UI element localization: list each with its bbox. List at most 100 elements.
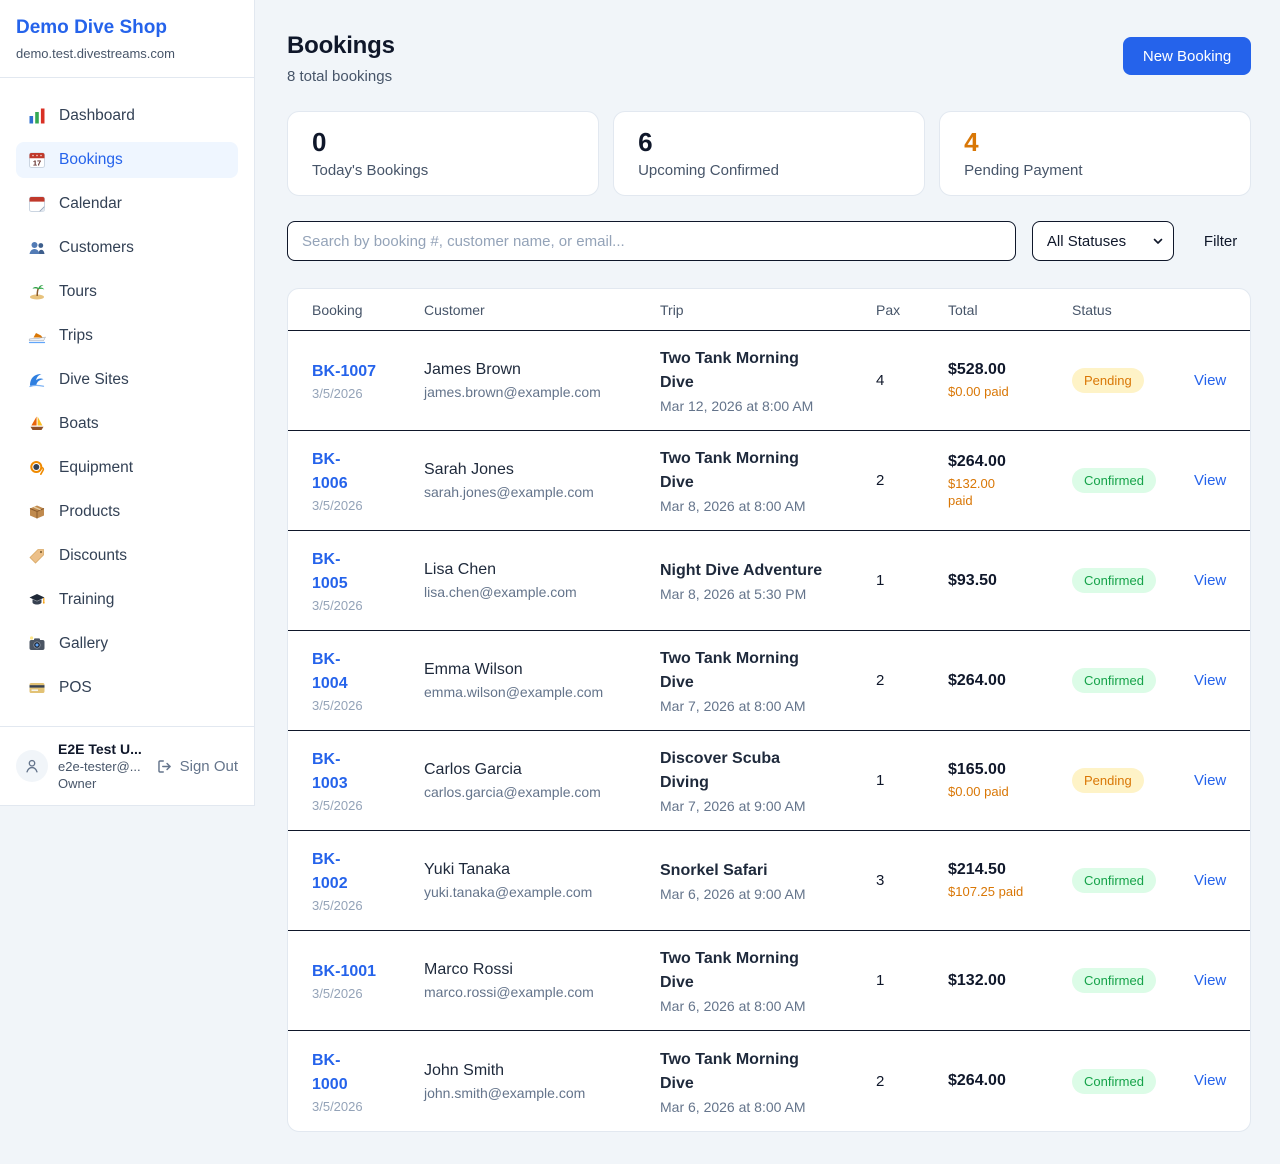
sidebar-item-label: Gallery: [59, 635, 109, 652]
booking-id-link[interactable]: BK- 1003: [312, 751, 348, 792]
paid-amount: $132.00 paid: [948, 475, 995, 508]
booking-cell: BK- 1004 3/5/2026: [312, 648, 424, 713]
status-cell: Pending: [1072, 768, 1194, 793]
trip-name: Two Tank Morning Dive: [660, 650, 799, 691]
graduation-cap-icon: [28, 591, 46, 609]
view-link[interactable]: View: [1194, 571, 1227, 589]
status-badge: Confirmed: [1072, 868, 1156, 893]
pax-value: 1: [876, 772, 885, 789]
user-name: E2E Test U...: [58, 741, 142, 757]
booking-id-link[interactable]: BK-1007: [312, 363, 377, 380]
sign-out-button[interactable]: Sign Out: [156, 758, 238, 775]
total-cell: $528.00 $0.00 paid: [948, 361, 1072, 400]
sidebar-item-tours[interactable]: Tours: [16, 274, 238, 310]
total-amount: $214.50: [948, 861, 1006, 878]
filter-button[interactable]: Filter: [1190, 233, 1251, 250]
dive-mask-icon: [28, 459, 46, 477]
booking-date: 3/5/2026: [312, 498, 363, 513]
table-row: BK- 1006 3/5/2026 Sarah Jones sarah.jone…: [288, 431, 1251, 531]
camera-flash-icon: [28, 635, 46, 653]
customer-cell: Carlos Garcia carlos.garcia@example.com: [424, 761, 660, 800]
booking-cell: BK- 1005 3/5/2026: [312, 548, 424, 613]
sidebar-item-customers[interactable]: Customers: [16, 230, 238, 266]
customer-cell: John Smith john.smith@example.com: [424, 1062, 660, 1101]
customer-name: James Brown: [424, 361, 521, 378]
customer-name: Carlos Garcia: [424, 761, 522, 778]
customer-name: Emma Wilson: [424, 661, 523, 678]
customer-name: John Smith: [424, 1061, 505, 1079]
booking-id-link[interactable]: BK- 1000: [312, 1051, 348, 1093]
view-link[interactable]: View: [1194, 971, 1227, 989]
page-header: Bookings 8 total bookings New Booking: [287, 32, 1252, 85]
tag-icon: [28, 547, 46, 565]
booking-id-link[interactable]: BK- 1004: [312, 651, 348, 692]
status-cell: Confirmed: [1072, 568, 1194, 593]
status-select[interactable]: All Statuses: [1031, 221, 1174, 261]
trip-name: Two Tank Morning Dive: [660, 350, 799, 391]
sidebar-item-discounts[interactable]: Discounts: [16, 538, 238, 574]
view-link[interactable]: View: [1194, 1072, 1227, 1089]
booking-id-link[interactable]: BK-1001: [312, 963, 377, 980]
sidebar-item-gallery[interactable]: Gallery: [16, 626, 238, 662]
booking-id-link[interactable]: BK- 1005: [312, 551, 348, 592]
stat-value: 0: [312, 127, 327, 157]
customer-name: Yuki Tanaka: [424, 861, 510, 878]
booking-id-link[interactable]: BK- 1006: [312, 451, 348, 492]
sidebar-item-trips[interactable]: Trips: [16, 318, 238, 354]
booking-cell: BK- 1002 3/5/2026: [312, 848, 424, 913]
stat-value: 4: [964, 127, 979, 157]
customer-cell: Emma Wilson emma.wilson@example.com: [424, 661, 660, 700]
stat-label: Pending Payment: [964, 162, 1083, 179]
sidebar-item-equipment[interactable]: Equipment: [16, 450, 238, 486]
view-link[interactable]: View: [1194, 671, 1227, 689]
filter-bar: All Statuses Filter: [287, 221, 1251, 261]
sidebar-item-label: Discounts: [59, 547, 128, 564]
sidebar-item-label: Products: [59, 503, 121, 520]
total-cell: $264.00: [948, 1072, 1072, 1090]
sidebar-item-dashboard[interactable]: Dashboard: [16, 98, 238, 134]
trip-datetime: Mar 8, 2026 at 5:30 PM: [660, 586, 807, 602]
page-subtitle: 8 total bookings: [287, 68, 393, 85]
view-link[interactable]: View: [1194, 871, 1227, 889]
brand-name[interactable]: Demo Dive Shop: [16, 17, 167, 38]
trip-datetime: Mar 6, 2026 at 8:00 AM: [660, 1098, 806, 1115]
sidebar-item-dive-sites[interactable]: Dive Sites: [16, 362, 238, 398]
trip-cell: Two Tank Morning Dive Mar 12, 2026 at 8:…: [660, 347, 876, 414]
search-input[interactable]: [287, 221, 1016, 261]
sign-out-label: Sign Out: [179, 757, 238, 775]
pax-value: 3: [876, 872, 885, 889]
sidebar-item-label: Equipment: [59, 459, 134, 476]
sidebar-item-bookings[interactable]: 17 Bookings: [16, 142, 238, 178]
view-link[interactable]: View: [1194, 471, 1227, 489]
status-badge: Confirmed: [1072, 568, 1156, 593]
trip-cell: Two Tank Morning Dive Mar 7, 2026 at 8:0…: [660, 647, 876, 714]
view-link[interactable]: View: [1194, 371, 1227, 389]
sidebar-item-training[interactable]: Training: [16, 582, 238, 618]
customer-cell: Sarah Jones sarah.jones@example.com: [424, 461, 660, 500]
sidebar-item-calendar[interactable]: Calendar: [16, 186, 238, 222]
sidebar-item-label: Tours: [59, 283, 97, 300]
status-cell: Confirmed: [1072, 868, 1194, 893]
calendar-date-icon: 17: [28, 151, 46, 169]
trip-datetime: Mar 7, 2026 at 8:00 AM: [660, 698, 806, 714]
sidebar-item-products[interactable]: Products: [16, 494, 238, 530]
status-cell: Confirmed: [1072, 968, 1194, 993]
booking-id-link[interactable]: BK- 1002: [312, 851, 348, 892]
sidebar-item-boats[interactable]: Boats: [16, 406, 238, 442]
actions-cell: View: [1194, 372, 1226, 390]
page-title: Bookings: [287, 32, 395, 59]
new-booking-button[interactable]: New Booking: [1122, 37, 1252, 75]
customer-email: marco.rossi@example.com: [424, 984, 594, 1000]
customer-name: Sarah Jones: [424, 461, 514, 478]
view-link[interactable]: View: [1194, 771, 1227, 789]
stat-card-pending-payment: 4 Pending Payment: [939, 111, 1252, 196]
bookings-table: Booking Customer Trip Pax Total Status BK-100…: [287, 288, 1252, 1132]
table-body: BK-1007 3/5/2026 James Brown james.brown…: [288, 331, 1251, 1131]
person-icon: [23, 757, 41, 775]
total-amount: $528.00: [948, 361, 1006, 378]
sidebar-item-pos[interactable]: POS: [16, 670, 238, 706]
avatar: [16, 750, 48, 782]
column-header-customer: Customer: [424, 301, 485, 318]
customer-cell: Lisa Chen lisa.chen@example.com: [424, 561, 660, 600]
total-amount: $165.00: [948, 761, 1006, 778]
